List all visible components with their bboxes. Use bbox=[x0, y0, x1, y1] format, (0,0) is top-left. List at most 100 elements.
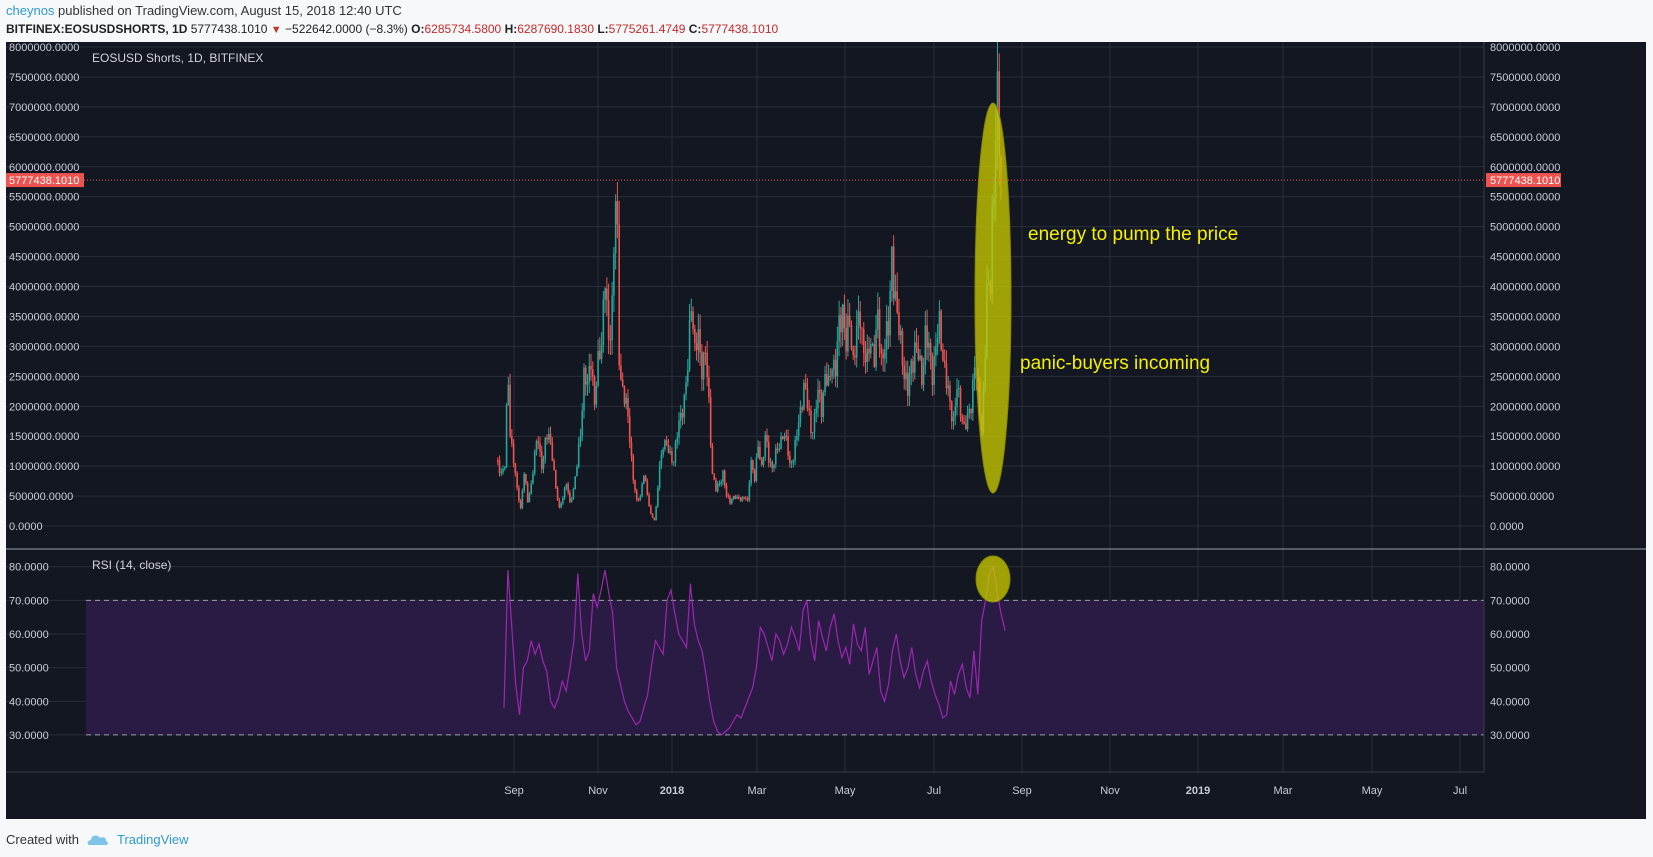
candle-body bbox=[898, 312, 900, 336]
y-tick-label-right: 1000000.0000 bbox=[1490, 461, 1560, 473]
candle-body bbox=[643, 475, 645, 485]
candle-body bbox=[560, 503, 562, 508]
candle-body bbox=[861, 328, 863, 330]
candle-body bbox=[961, 416, 964, 422]
chart-canvas[interactable]: Sep Nov 2018 Mar May Jul Sep Nov 2019 Mar May Jul 80… bbox=[6, 39, 1646, 819]
candle-body bbox=[787, 436, 789, 456]
candle-body bbox=[783, 435, 786, 439]
axis-labels: Sep Nov 2018 Mar May Jul Sep Nov 2019 Mar May Jul 80… bbox=[9, 42, 1560, 797]
rsi-band bbox=[86, 600, 1484, 735]
candle-body bbox=[613, 253, 615, 296]
candle-body bbox=[718, 483, 721, 485]
y-tick-label-right: 3500000.0000 bbox=[1490, 311, 1560, 323]
candle-body bbox=[738, 496, 740, 499]
candle-body bbox=[620, 365, 622, 380]
candle-body bbox=[908, 374, 911, 396]
candle-body bbox=[896, 291, 898, 313]
candle-body bbox=[847, 315, 849, 352]
candle-body bbox=[658, 465, 661, 488]
candle-body bbox=[935, 346, 937, 356]
price-pane-title: EOSUSD Shorts, 1D, BITFINEX bbox=[92, 51, 263, 65]
tradingview-link[interactable]: TradingView bbox=[116, 832, 189, 847]
rsi-tick-label-right: 60.0000 bbox=[1490, 629, 1530, 641]
rsi-tick-label-left: 40.0000 bbox=[9, 696, 49, 708]
candle-body bbox=[507, 384, 510, 405]
candle-body bbox=[567, 484, 569, 493]
y-tick-label-right: 4500000.0000 bbox=[1490, 252, 1560, 264]
candle-body bbox=[595, 386, 598, 405]
candle-body bbox=[829, 376, 832, 378]
annotation-pump[interactable]: energy to pump the price bbox=[1028, 224, 1238, 245]
candle-body bbox=[637, 499, 640, 501]
candle-body bbox=[736, 496, 738, 499]
candle-body bbox=[873, 344, 876, 367]
candle-body bbox=[852, 349, 854, 356]
candle-body bbox=[549, 433, 552, 443]
candle-body bbox=[551, 442, 554, 461]
y-tick-label-right: 4000000.0000 bbox=[1490, 282, 1560, 294]
candle-body bbox=[891, 246, 893, 291]
tradingview-logo-icon[interactable] bbox=[87, 833, 109, 847]
candle-body bbox=[584, 367, 587, 385]
candle-body bbox=[743, 496, 745, 498]
x-tick-label: 2018 bbox=[660, 785, 684, 797]
candle-body bbox=[973, 367, 976, 380]
y-tick-label-left: 6500000.0000 bbox=[9, 132, 79, 144]
x-tick-label: Sep bbox=[504, 785, 524, 797]
ohlc-line: BITFINEX:EOSUSDSHORTS, 1D 5777438.1010 ▼… bbox=[6, 22, 778, 36]
candle-body bbox=[764, 435, 767, 457]
candle-body bbox=[676, 437, 679, 443]
price-change: −522642.0000 (−8.3%) bbox=[285, 22, 408, 36]
author-link[interactable]: cheynos bbox=[6, 3, 55, 18]
candle-body bbox=[769, 461, 772, 463]
candle-body bbox=[871, 344, 874, 346]
candle-body bbox=[931, 356, 934, 385]
candle-body bbox=[526, 483, 529, 503]
y-tick-label-right: 3000000.0000 bbox=[1490, 341, 1560, 353]
candle-body bbox=[576, 466, 578, 477]
candle-body bbox=[928, 342, 930, 348]
candle-body bbox=[813, 413, 816, 433]
candle-body bbox=[655, 506, 657, 521]
candle-body bbox=[752, 460, 754, 471]
candle-body bbox=[664, 440, 666, 450]
rsi-tick-label-right: 40.0000 bbox=[1490, 696, 1530, 708]
candle-body bbox=[810, 410, 812, 434]
candle-body bbox=[512, 443, 515, 464]
chart-container[interactable]: Sep Nov 2018 Mar May Jul Sep Nov 2019 Mar May Jul 80… bbox=[6, 39, 1646, 819]
rsi-tick-label-right: 50.0000 bbox=[1490, 663, 1530, 675]
candle-body bbox=[694, 328, 696, 344]
candle-body bbox=[516, 472, 518, 488]
candle-body bbox=[701, 352, 703, 380]
annotation-panic[interactable]: panic-buyers incoming bbox=[1020, 353, 1210, 374]
candle-body bbox=[702, 352, 705, 380]
candle-body bbox=[970, 408, 972, 414]
candle-body bbox=[611, 295, 613, 341]
candle-body bbox=[562, 497, 564, 504]
candle-body bbox=[697, 329, 700, 351]
high-value: 6287690.1830 bbox=[517, 22, 594, 36]
rsi-layer bbox=[86, 564, 1484, 736]
candle-body bbox=[681, 412, 684, 418]
candle-body bbox=[760, 459, 763, 465]
candle-body bbox=[597, 351, 599, 387]
candle-body bbox=[790, 462, 793, 464]
candle-body bbox=[938, 310, 941, 339]
annotation-ellipse-rsi[interactable] bbox=[975, 555, 1011, 603]
y-tick-label-right: 8000000.0000 bbox=[1490, 42, 1560, 54]
candle-body bbox=[650, 505, 652, 514]
candle-body bbox=[555, 470, 557, 488]
candle-body bbox=[572, 489, 575, 500]
candle-body bbox=[609, 339, 612, 341]
candle-body bbox=[773, 464, 775, 468]
candle-body bbox=[679, 412, 682, 421]
candle-body bbox=[648, 494, 650, 506]
candle-body bbox=[674, 442, 677, 462]
y-tick-label-right: 6000000.0000 bbox=[1490, 162, 1560, 174]
x-tick-label: Jul bbox=[1453, 785, 1467, 797]
candle-body bbox=[884, 349, 886, 359]
y-tick-label-right: 500000.0000 bbox=[1490, 491, 1554, 503]
candle-body bbox=[945, 363, 948, 389]
candle-body bbox=[651, 513, 654, 518]
annotation-ellipse-price[interactable] bbox=[974, 102, 1012, 494]
